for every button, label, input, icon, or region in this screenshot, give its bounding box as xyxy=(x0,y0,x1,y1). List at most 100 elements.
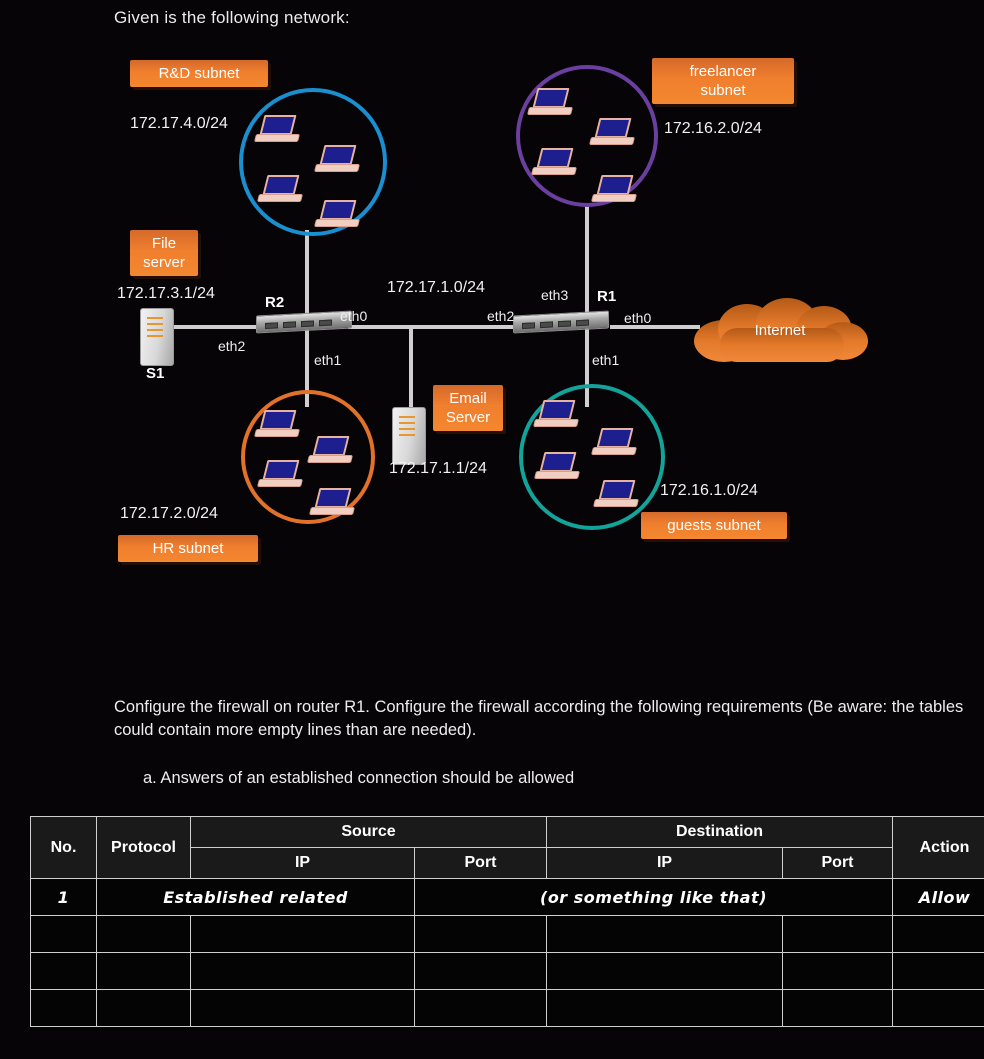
laptop-icon xyxy=(314,200,360,230)
col-header-action: Action xyxy=(892,816,984,879)
subnet-ip-freelancer: 172.16.2.0/24 xyxy=(664,120,762,137)
table-header-row-2: IP Port IP Port xyxy=(31,847,984,879)
device-tag-file-server: File server xyxy=(130,230,198,276)
device-label-s1: S1 xyxy=(146,365,165,382)
subnet-tag-hr: HR subnet xyxy=(118,535,258,562)
router-icon-r1 xyxy=(513,310,609,334)
table-row[interactable]: 1 Established related (or something like… xyxy=(30,878,984,916)
laptop-icon xyxy=(591,175,637,205)
cell-no[interactable]: 1 xyxy=(30,878,97,916)
cell-dest-port[interactable] xyxy=(782,915,893,953)
col-header-source-port: Port xyxy=(414,847,547,879)
table-row[interactable] xyxy=(30,915,984,953)
router-icon-r2 xyxy=(256,310,352,334)
instruction-paragraph: Configure the firewall on router R1. Con… xyxy=(114,698,964,739)
laptop-icon xyxy=(591,428,637,458)
file-server-ip: 172.17.3.1/24 xyxy=(117,285,215,302)
file-server-tag-line2: server xyxy=(143,254,185,271)
backbone-ip-label: 172.17.1.0/24 xyxy=(387,279,485,296)
col-header-destination: Destination xyxy=(546,816,893,848)
laptop-icon xyxy=(534,452,580,482)
iface-label-r1-eth3: eth3 xyxy=(541,287,569,303)
cell-source-port[interactable] xyxy=(414,952,547,990)
wire-rd-to-r2 xyxy=(305,230,309,322)
laptop-icon xyxy=(593,480,639,510)
internet-cloud-label: Internet xyxy=(754,322,806,339)
cell-source-port[interactable] xyxy=(414,989,547,1027)
cell-dest-ip[interactable] xyxy=(546,989,783,1027)
subnet-circle-guests xyxy=(519,384,665,530)
col-header-source: Source xyxy=(190,816,547,848)
cell-source-port[interactable] xyxy=(414,915,547,953)
cell-dest-port[interactable] xyxy=(782,989,893,1027)
col-header-no: No. xyxy=(30,816,97,879)
cell-handwritten-note[interactable]: (or something like that) xyxy=(414,878,893,916)
email-server-tag-line2: Server xyxy=(445,409,491,426)
internet-cloud: Internet xyxy=(690,298,870,364)
wire-s1-to-r2 xyxy=(170,325,260,329)
laptop-icon xyxy=(314,145,360,175)
cell-dest-ip[interactable] xyxy=(546,915,783,953)
wire-freelancer-to-r1 xyxy=(585,205,589,322)
subnet-tag-freelancer-line1: freelancer xyxy=(689,63,757,80)
iface-label-r2-eth0: eth0 xyxy=(340,308,368,324)
laptop-icon xyxy=(533,400,579,430)
subnet-ip-hr: 172.17.2.0/24 xyxy=(120,505,218,522)
col-header-source-ip: IP xyxy=(190,847,415,879)
page-intro-text: Given is the following network: xyxy=(114,8,350,27)
cell-protocol-source-ip[interactable]: Established related xyxy=(96,878,415,916)
iface-label-r1-eth0: eth0 xyxy=(624,310,652,326)
iface-label-r2-eth2: eth2 xyxy=(218,338,246,354)
laptop-icon xyxy=(307,436,353,466)
cell-protocol[interactable] xyxy=(96,952,191,990)
col-header-dest-port: Port xyxy=(782,847,893,879)
wire-r2-to-hr xyxy=(305,327,309,407)
cell-source-ip[interactable] xyxy=(190,989,415,1027)
email-server-ip: 172.17.1.1/24 xyxy=(389,460,487,477)
cell-source-ip[interactable] xyxy=(190,915,415,953)
device-label-r1: R1 xyxy=(597,288,617,305)
cell-no[interactable] xyxy=(30,952,97,990)
subnet-circle-rd xyxy=(239,88,387,236)
question-item-a: a. Answers of an established connection … xyxy=(143,769,575,787)
cell-action[interactable] xyxy=(892,989,984,1027)
subnet-ip-guests: 172.16.1.0/24 xyxy=(660,482,758,499)
iface-label-r1-eth1: eth1 xyxy=(592,352,620,368)
firewall-rules-table: No. Protocol Source Destination Action I… xyxy=(30,816,984,1027)
email-server-tag-line1: Email xyxy=(449,390,487,407)
wire-backbone-to-email xyxy=(409,327,413,407)
cell-action[interactable]: Allow xyxy=(892,878,984,916)
subnet-tag-rd: R&D subnet xyxy=(130,60,268,87)
cell-source-ip[interactable] xyxy=(190,952,415,990)
file-server-icon xyxy=(140,308,174,366)
network-diagram: R&D subnet 172.17.4.0/24 freelancer subn… xyxy=(0,40,984,600)
cell-action[interactable] xyxy=(892,915,984,953)
cell-dest-port[interactable] xyxy=(782,952,893,990)
table-header-row-1: No. Protocol Source Destination Action xyxy=(30,816,984,879)
cell-dest-ip[interactable] xyxy=(546,952,783,990)
cell-action[interactable] xyxy=(892,952,984,990)
cell-protocol[interactable] xyxy=(96,989,191,1027)
laptop-icon xyxy=(531,148,577,178)
laptop-icon xyxy=(257,175,303,205)
wire-r1-to-internet xyxy=(610,325,700,329)
subnet-tag-freelancer-line2: subnet xyxy=(700,82,746,99)
subnet-circle-hr xyxy=(241,390,375,524)
subnet-tag-freelancer: freelancer subnet xyxy=(652,58,794,104)
laptop-icon xyxy=(254,410,300,440)
cell-protocol[interactable] xyxy=(96,915,191,953)
iface-label-r1-eth2: eth2 xyxy=(487,308,515,324)
laptop-icon xyxy=(257,460,303,490)
col-header-protocol: Protocol xyxy=(96,816,191,879)
device-tag-email-server: Email Server xyxy=(433,385,503,431)
device-label-r2: R2 xyxy=(265,294,285,311)
email-server-icon xyxy=(392,407,426,465)
table-row[interactable] xyxy=(30,989,984,1027)
subnet-ip-rd: 172.17.4.0/24 xyxy=(130,115,228,132)
laptop-icon xyxy=(254,115,300,145)
wire-r1-to-guests xyxy=(585,327,589,407)
cell-no[interactable] xyxy=(30,989,97,1027)
cell-no[interactable] xyxy=(30,915,97,953)
table-row[interactable] xyxy=(30,952,984,990)
laptop-icon xyxy=(589,118,635,148)
